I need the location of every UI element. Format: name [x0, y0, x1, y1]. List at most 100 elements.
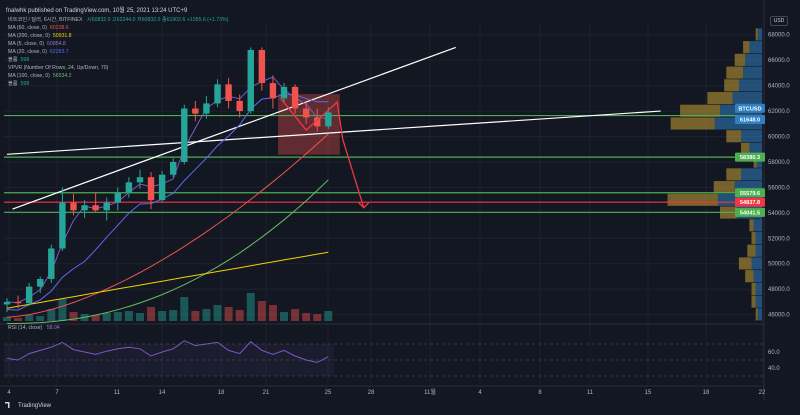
- volume-bar: [25, 315, 34, 321]
- price-label-text: 55579.6: [740, 191, 760, 197]
- symbol-row[interactable]: 비트코인 / 달러, 6시간, BITFINEX 시60832.0 고62244…: [8, 16, 228, 24]
- volume-bar: [268, 305, 277, 321]
- price-tick-label: 54000.0: [768, 211, 790, 217]
- candle-body: [59, 202, 66, 249]
- vp-up-bar: [755, 295, 762, 308]
- volume-bar: [213, 305, 222, 321]
- price-label-box: [735, 197, 765, 207]
- volume-bar: [191, 311, 200, 321]
- candle-body: [70, 202, 77, 211]
- volume-bar: [235, 310, 244, 321]
- legend-ma5[interactable]: MA (5, close, 0) 60854.8: [8, 40, 228, 48]
- candle-body: [125, 182, 133, 193]
- vp-down-bar: [751, 295, 756, 308]
- price-tick-label: 48000.0: [768, 287, 790, 293]
- price-tick-label: 60000.0: [768, 135, 790, 141]
- candle-body: [147, 177, 155, 201]
- vp-down-bar: [738, 257, 752, 270]
- legend-ma200[interactable]: MA (200, close, 0) 50931.8: [8, 32, 228, 40]
- candle-body: [302, 108, 310, 118]
- candle-body: [203, 103, 210, 114]
- vp-down-bar: [680, 104, 720, 117]
- legend-name: 볼륨: [8, 81, 18, 87]
- candle-body: [214, 84, 221, 104]
- price-tick-label: 64000.0: [768, 84, 790, 90]
- time-tick-label: 21: [263, 390, 270, 396]
- price-label-text: BTCUSD: [738, 106, 761, 112]
- vp-down-bar: [745, 270, 754, 283]
- price-label-box: [735, 115, 765, 125]
- legend-value: 62283.7: [49, 49, 69, 55]
- price-axis: 68000.0 66000.0 64000.0 62000.0 60000.0 58000…: [768, 33, 790, 319]
- price-tick-label: 68000.0: [768, 33, 790, 39]
- volume-bar: [36, 316, 45, 321]
- indicator-legend: 비트코인 / 달러, 6시간, BITFINEX 시60832.0 고62244…: [8, 16, 228, 88]
- trendline: [12, 46, 456, 210]
- candle-body: [158, 174, 166, 201]
- volume-bar: [124, 311, 133, 321]
- vp-down-bar: [751, 282, 756, 295]
- vp-down-bar: [747, 244, 756, 257]
- ma60-line: [6, 133, 329, 318]
- legend-name: MA (20, close, 0): [8, 49, 47, 55]
- grid: [0, 0, 765, 400]
- legend-name: MA (60, close, 0): [8, 25, 47, 31]
- candle-body: [170, 161, 177, 175]
- vp-up-bar: [756, 155, 762, 168]
- rsi-tick-label: 60.0: [768, 350, 780, 356]
- vp-down-bar: [726, 168, 741, 181]
- price-label-text: 61648.0: [740, 118, 760, 124]
- rsi-pane: 60.0 40.0: [4, 340, 780, 377]
- price-tick-label: 56000.0: [768, 185, 790, 191]
- rsi-tick-label: 40.0: [768, 366, 780, 372]
- candle-body: [25, 286, 33, 304]
- trendlines: [6, 46, 661, 210]
- time-tick-label: 11: [114, 390, 121, 396]
- vp-down-bar: [753, 155, 757, 168]
- candle-body: [14, 301, 22, 304]
- volume-bar: [147, 307, 156, 321]
- legend-value: 56534.2: [52, 73, 72, 79]
- ma200-line: [6, 251, 329, 309]
- legend-volume[interactable]: 볼륨 598: [8, 56, 228, 64]
- time-tick-label: 25: [325, 390, 332, 396]
- volume-bar: [102, 313, 111, 321]
- candle-body: [103, 202, 110, 211]
- vp-down-bar: [741, 142, 750, 155]
- legend-value: 598: [20, 57, 30, 63]
- price-label-box: [735, 207, 765, 217]
- legend-volume-2[interactable]: 볼륨 598: [8, 80, 228, 88]
- volume-bar: [180, 297, 189, 321]
- candle-body: [181, 108, 188, 162]
- legend-ma100[interactable]: MA (100, close, 0) 56534.2: [8, 72, 228, 80]
- time-tick-label: 18: [703, 390, 710, 396]
- symbol-name: 비트코인 / 달러, 6시간, BITFINEX: [8, 17, 83, 23]
- candle-body: [236, 100, 243, 112]
- price-tick-label: 62000.0: [768, 109, 790, 115]
- time-tick-label: 4: [478, 390, 482, 396]
- price-tick-label: 52000.0: [768, 236, 790, 242]
- vp-up-bar: [743, 66, 762, 79]
- currency-button[interactable]: USD: [770, 16, 788, 26]
- vp-down-bar: [734, 53, 746, 66]
- vp-up-bar: [753, 270, 762, 283]
- legend-ma20[interactable]: MA (20, close, 0) 62283.7: [8, 48, 228, 56]
- candle-body: [48, 248, 55, 280]
- horizontal-levels: [4, 114, 764, 213]
- legend-ma60[interactable]: MA (60, close, 0) 60238.6: [8, 24, 228, 32]
- candle-body: [192, 108, 199, 114]
- projection-path: [280, 97, 365, 208]
- time-tick-label: 18: [218, 390, 225, 396]
- rsi-legend[interactable]: RSI (14, close) 58.04: [8, 325, 60, 331]
- volume-bar: [313, 314, 322, 321]
- volume-bar: [47, 309, 56, 321]
- volume-bar: [69, 312, 78, 321]
- vp-up-bar: [741, 168, 762, 181]
- volume-bar: [91, 315, 100, 321]
- legend-vpvr[interactable]: VPVR (Number Of Rows, 24, Up/Down, 70): [8, 64, 228, 72]
- vp-down-bar: [670, 117, 715, 130]
- vp-up-bar: [749, 41, 762, 54]
- vp-up-bar: [749, 142, 762, 155]
- time-tick-label: 22: [759, 390, 766, 396]
